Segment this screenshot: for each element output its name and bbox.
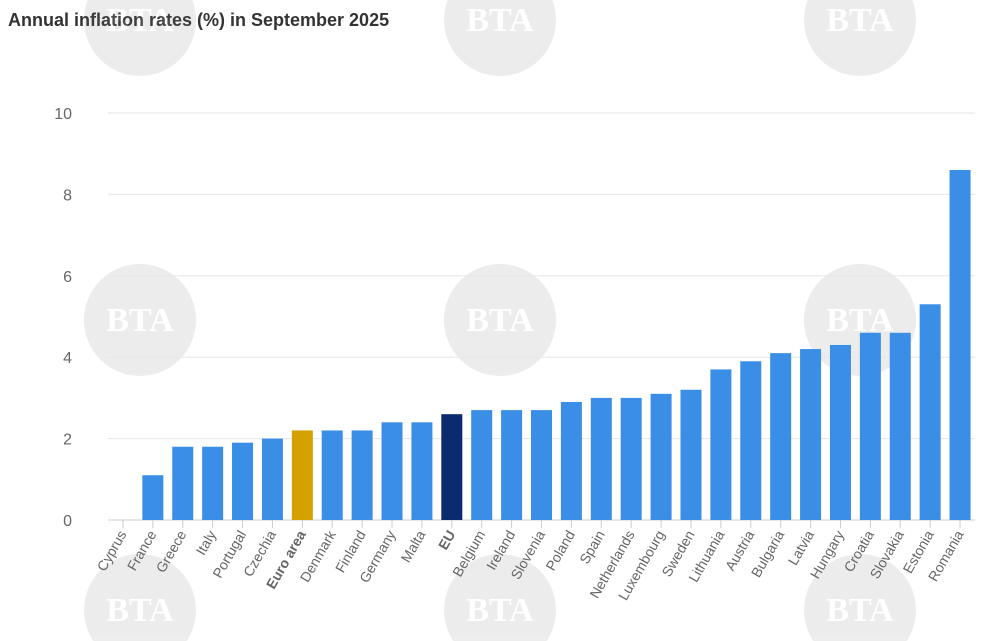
- bar-denmark: [321, 430, 343, 520]
- bar-france: [142, 475, 164, 520]
- y-tick-label: 10: [54, 106, 72, 123]
- bar-croatia: [859, 332, 881, 520]
- watermark-circle: [84, 0, 196, 76]
- bar-germany: [381, 422, 403, 520]
- x-tick-label: Italy: [193, 528, 220, 558]
- bar-finland: [351, 430, 373, 520]
- bar-austria: [740, 361, 762, 520]
- x-tick-label: Spain: [576, 528, 608, 567]
- bar-bulgaria: [770, 353, 792, 520]
- bar-malta: [411, 422, 433, 520]
- chart-title: Annual inflation rates (%) in September …: [8, 10, 390, 30]
- y-tick-label: 6: [63, 269, 72, 286]
- watermark-text: BTA: [466, 302, 534, 339]
- bta-watermark-logo: BTA: [84, 264, 196, 376]
- bar-latvia: [800, 349, 822, 520]
- watermark-circle: [804, 0, 916, 76]
- y-tick-label: 8: [63, 187, 72, 204]
- x-tick-label: Malta: [398, 527, 429, 565]
- bar-netherlands: [620, 397, 642, 520]
- bta-watermark-logo: BTA: [444, 554, 556, 641]
- bar-luxembourg: [650, 393, 672, 520]
- bar-belgium: [471, 410, 493, 520]
- y-tick-label: 4: [63, 350, 72, 367]
- watermark-circle: [444, 0, 556, 76]
- x-tick-label: EU: [435, 528, 459, 553]
- watermark-text: BTA: [466, 592, 534, 629]
- y-tick-label: 0: [63, 513, 72, 530]
- bta-watermark-logo: BTA: [84, 0, 196, 76]
- bar-ireland: [501, 410, 523, 520]
- watermark-circle: [444, 264, 556, 376]
- bar-sweden: [680, 389, 702, 520]
- bar-romania: [949, 169, 971, 521]
- bar-euro-area: [291, 430, 313, 520]
- bar-lithuania: [710, 369, 732, 520]
- bar-italy: [202, 446, 224, 520]
- bar-poland: [560, 401, 582, 520]
- watermark-text: BTA: [106, 592, 174, 629]
- watermark-text: BTA: [826, 2, 894, 39]
- bar-spain: [590, 397, 612, 520]
- watermark-circle: [444, 554, 556, 641]
- watermark-circle: [84, 264, 196, 376]
- bar-eu: [441, 414, 463, 520]
- watermark-text: BTA: [106, 302, 174, 339]
- bta-watermark-logo: BTA: [444, 264, 556, 376]
- bar-slovakia: [889, 332, 911, 520]
- bar-slovenia: [531, 410, 552, 520]
- watermark-text: BTA: [826, 592, 894, 629]
- bta-watermark-logo: BTA: [444, 0, 556, 76]
- bar-czechia: [261, 438, 283, 520]
- bta-watermark-logo: BTA: [84, 554, 196, 641]
- bar-estonia: [919, 304, 941, 520]
- watermark-text: BTA: [466, 2, 534, 39]
- y-tick-label: 2: [63, 432, 72, 449]
- watermark-text: BTA: [106, 2, 174, 39]
- bar-portugal: [232, 442, 254, 520]
- bta-watermark-logo: BTA: [804, 554, 916, 641]
- x-tick-label: Poland: [542, 528, 578, 574]
- bta-watermark-logo: BTA: [804, 0, 916, 76]
- bar-hungary: [829, 344, 851, 520]
- watermark-circle: [84, 554, 196, 641]
- bar-greece: [172, 446, 194, 520]
- watermark-circle: [804, 554, 916, 641]
